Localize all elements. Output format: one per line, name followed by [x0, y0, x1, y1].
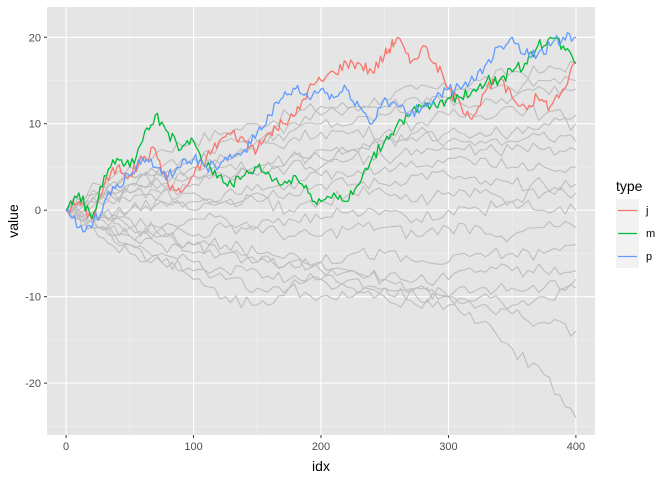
background-series-line	[65, 117, 577, 212]
x-tick-label: 300	[439, 441, 457, 453]
y-tick-label: -20	[25, 378, 41, 390]
y-axis-title: value	[5, 204, 21, 238]
x-tick-label: 0	[63, 441, 69, 453]
background-series-line	[65, 206, 577, 286]
background-series-line	[65, 126, 577, 214]
series-line-j	[65, 36, 576, 220]
x-tick-label: 400	[567, 441, 585, 453]
highlighted-series-group	[65, 32, 577, 233]
background-series-line	[65, 209, 577, 337]
background-series-line	[66, 209, 577, 310]
background-series-line	[65, 205, 577, 418]
y-tick-label: 0	[35, 205, 41, 217]
background-series-line	[66, 155, 576, 223]
background-series-line	[65, 75, 576, 214]
background-series-line	[66, 85, 577, 212]
legend-label-j: j	[645, 205, 648, 217]
x-tick-label: 200	[312, 441, 330, 453]
legend: type jmp	[616, 178, 655, 268]
x-axis: 0 100 200 300 400	[63, 435, 585, 453]
background-series-line	[65, 105, 577, 211]
x-tick-label: 100	[184, 441, 202, 453]
series-line-m	[65, 36, 577, 220]
background-series-group	[65, 60, 577, 418]
y-axis: -20 -10 0 10 20	[25, 32, 47, 390]
y-tick-label: -10	[25, 292, 41, 304]
y-tick-label: 20	[29, 32, 41, 44]
background-series-line	[65, 206, 577, 243]
legend-title: type	[616, 178, 643, 194]
background-series-line	[65, 200, 577, 231]
y-tick-label: 10	[29, 119, 41, 131]
legend-label-m: m	[646, 228, 655, 240]
legend-label-p: p	[646, 251, 652, 263]
background-series-line	[65, 169, 577, 212]
x-axis-title: idx	[312, 458, 330, 474]
series-line-p	[65, 32, 577, 233]
background-series-line	[65, 142, 577, 213]
